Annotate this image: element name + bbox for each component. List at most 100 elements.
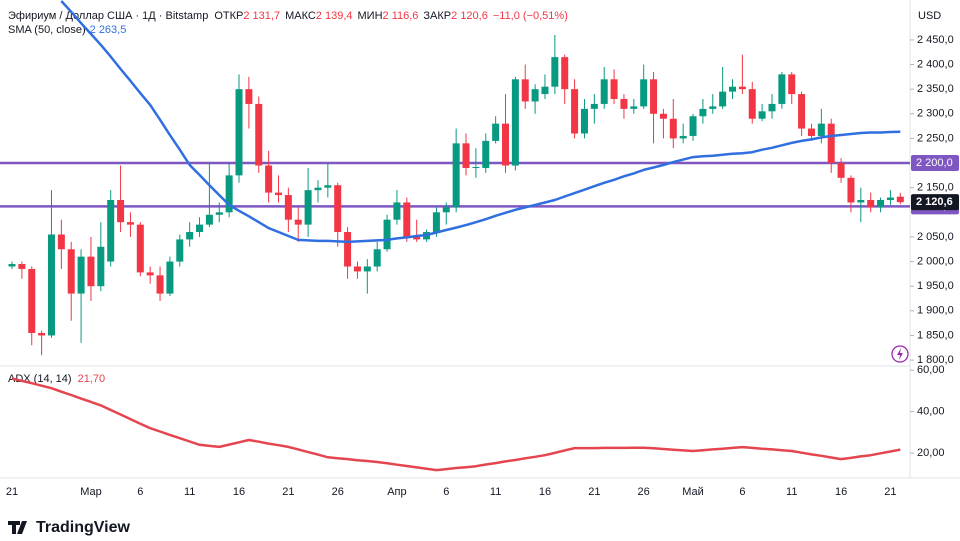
- candle-body: [77, 256, 85, 294]
- candle-body: [294, 219, 302, 225]
- candle-body: [630, 106, 638, 109]
- candle-body: [196, 224, 204, 233]
- candle-body: [245, 89, 253, 104]
- candle-body: [580, 108, 588, 134]
- candle-body: [768, 103, 776, 112]
- candle-body: [669, 118, 677, 139]
- x-tick-label: 26: [332, 486, 344, 498]
- candle-body: [886, 197, 894, 200]
- ohlc-key: МАКС: [285, 10, 316, 22]
- indicator-line: [60, 0, 901, 244]
- symbol: Эфириум / Доллар США · 1Д · Bitstamp: [8, 10, 208, 22]
- candle-body: [126, 222, 134, 225]
- x-tick-label: 11: [184, 486, 195, 498]
- candle-body: [442, 207, 450, 213]
- candle-body: [373, 249, 381, 267]
- candle-body: [47, 234, 55, 336]
- candle-body: [215, 212, 223, 215]
- candle-body: [146, 272, 154, 276]
- x-tick-label: 21: [884, 486, 896, 498]
- y-tick-label: 2 300,0: [917, 108, 954, 120]
- candle-body: [334, 185, 342, 233]
- candle-body: [719, 91, 727, 107]
- candle-body: [255, 103, 263, 166]
- logo: TradingView: [8, 519, 131, 536]
- candle-body: [679, 135, 687, 139]
- candle-body: [541, 86, 549, 95]
- candle-body: [896, 196, 904, 203]
- candle-body: [97, 246, 105, 287]
- x-tick-label: Апр: [387, 486, 406, 498]
- candle-body: [176, 239, 184, 262]
- candle-body: [383, 219, 391, 250]
- candle-body: [452, 143, 460, 208]
- price-pane: [0, 0, 910, 356]
- x-tick-label: 6: [137, 486, 143, 498]
- ohlc-key: МИН: [358, 10, 383, 22]
- candle-body: [225, 175, 233, 213]
- price-label: 2 200,0: [916, 157, 953, 169]
- y-tick-label: 2 400,0: [917, 58, 954, 70]
- candle-body: [403, 202, 411, 237]
- candle-body: [837, 163, 845, 178]
- x-tick-label: 11: [786, 486, 797, 498]
- candle-body: [758, 111, 766, 119]
- ohlc-value: 2 120,6: [451, 10, 488, 22]
- candle-body: [867, 199, 875, 208]
- candle-body: [778, 74, 786, 104]
- alert-icon[interactable]: [891, 345, 909, 363]
- candle-body: [304, 190, 312, 225]
- y-tick-label: 2 000,0: [917, 255, 954, 267]
- ohlc-value: 2 131,7: [243, 10, 280, 22]
- y-tick-label: 2 050,0: [917, 231, 954, 243]
- candle-body: [650, 79, 658, 114]
- candle-body: [462, 143, 470, 168]
- candle-body: [324, 185, 332, 188]
- ohlc-value: 2 139,4: [316, 10, 353, 22]
- change: −11,0 (−0,51%): [493, 10, 568, 22]
- x-tick-label: 16: [539, 486, 551, 498]
- y-tick-label: 20,00: [917, 447, 945, 459]
- sma-name: SMA (50, close): [8, 24, 86, 36]
- x-tick-label: 16: [835, 486, 847, 498]
- sma-value: 2 263,5: [90, 24, 127, 36]
- candle-body: [492, 123, 500, 141]
- candle-body: [432, 212, 440, 233]
- candle-body: [551, 57, 559, 87]
- y-tick-label: 1 900,0: [917, 305, 954, 317]
- adx-value: 21,70: [78, 373, 106, 385]
- x-tick-label: 6: [443, 486, 449, 498]
- currency: USD: [918, 10, 941, 22]
- y-tick-label: 2 150,0: [917, 182, 954, 194]
- candle-body: [284, 195, 292, 220]
- candle-body: [38, 332, 46, 336]
- candle-body: [610, 79, 618, 100]
- candle-body: [136, 224, 144, 273]
- candle-body: [344, 232, 352, 267]
- candle-body: [205, 214, 213, 225]
- candle-body: [107, 199, 115, 262]
- last-price-box: [911, 194, 959, 211]
- y-tick-label: 1 950,0: [917, 280, 954, 292]
- y-tick-label: 1 850,0: [917, 329, 954, 341]
- candle-body: [738, 86, 746, 90]
- candle-body: [57, 234, 65, 250]
- candle-body: [482, 140, 490, 168]
- candle-body: [640, 79, 648, 107]
- candle-body: [521, 79, 529, 102]
- candle-body: [413, 236, 421, 240]
- candle-body: [659, 113, 667, 119]
- candle-body: [590, 103, 598, 109]
- candle-body: [67, 249, 75, 294]
- candle-body: [117, 199, 125, 223]
- candle-body: [600, 79, 608, 104]
- brand: TradingView: [36, 519, 131, 536]
- candle-body: [729, 86, 737, 92]
- x-tick-label: 21: [588, 486, 600, 498]
- candle-body: [817, 123, 825, 136]
- candle-body: [18, 264, 26, 269]
- candle-body: [28, 268, 36, 333]
- candle-body: [8, 264, 16, 267]
- candle-body: [827, 123, 835, 164]
